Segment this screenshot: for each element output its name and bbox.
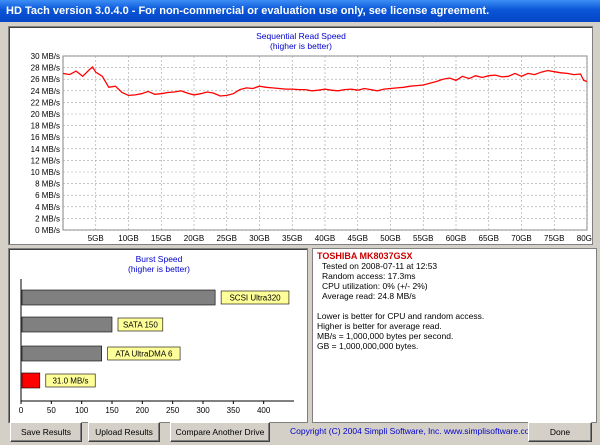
burst-x-tick-label: 100	[75, 406, 89, 415]
burst-x-tick-label: 350	[227, 406, 241, 415]
note-higher-better: Higher is better for average read.	[317, 321, 442, 331]
burst-x-tick-label: 400	[257, 406, 271, 415]
seq-x-tick-label: 30GB	[249, 234, 269, 243]
seq-x-tick-label: 15GB	[151, 234, 171, 243]
seq-x-tick-label: 35GB	[282, 234, 302, 243]
seq-x-tick-label: 10GB	[118, 234, 138, 243]
random-access-text: Random access: 17.3ms	[322, 271, 416, 281]
compare-drive-button[interactable]: Compare Another Drive	[170, 422, 270, 442]
seq-y-tick-label: 14 MB/s	[31, 145, 60, 154]
burst-chart-title: Burst Speed	[136, 254, 183, 264]
seq-x-tick-label: 75GB	[544, 234, 564, 243]
drive-model: TOSHIBA MK8037GSX	[317, 251, 413, 261]
save-results-button[interactable]: Save Results	[10, 422, 82, 442]
burst-label-box	[117, 317, 164, 332]
seq-y-tick-label: 22 MB/s	[31, 98, 60, 107]
burst-x-tick-label: 150	[105, 406, 119, 415]
note-gb-definition: GB = 1,000,000,000 bytes.	[317, 341, 419, 351]
seq-chart-title: Sequential Read Speed	[256, 31, 346, 41]
seq-y-tick-label: 8 MB/s	[35, 180, 60, 189]
seq-y-tick-label: 24 MB/s	[31, 87, 60, 96]
note-mbs-definition: MB/s = 1,000,000 bytes per second.	[317, 331, 454, 341]
done-button[interactable]: Done	[528, 422, 592, 442]
burst-x-tick-label: 0	[19, 406, 24, 415]
seq-y-tick-label: 30 MB/s	[31, 52, 60, 61]
burst-label-box	[107, 346, 181, 361]
seq-x-tick-label: 50GB	[380, 234, 400, 243]
average-read-text: Average read: 24.8 MB/s	[322, 291, 416, 301]
seq-x-tick-label: 25GB	[217, 234, 237, 243]
drive-info-panel: TOSHIBA MK8037GSX Tested on 2008-07-11 a…	[312, 248, 597, 423]
burst-reference-bar	[21, 289, 216, 306]
burst-x-tick-label: 50	[47, 406, 56, 415]
seq-x-tick-label: 65GB	[479, 234, 499, 243]
seq-y-tick-label: 26 MB/s	[31, 75, 60, 84]
seq-series-line	[62, 66, 588, 97]
burst-measured-bar	[21, 372, 41, 389]
seq-plot-frame	[62, 55, 588, 231]
seq-y-tick-label: 0 MB/s	[35, 226, 60, 235]
seq-x-tick-label: 5GB	[88, 234, 104, 243]
copyright-link[interactable]: Copyright (C) 2004 Simpli Software, Inc.…	[290, 426, 537, 436]
seq-y-tick-label: 2 MB/s	[35, 214, 60, 223]
burst-bar-label: SCSI Ultra320	[229, 294, 281, 303]
seq-y-tick-label: 16 MB/s	[31, 133, 60, 142]
burst-x-tick-label: 200	[136, 406, 150, 415]
burst-bar-label: SATA 150	[123, 321, 158, 330]
burst-x-tick-label: 300	[196, 406, 210, 415]
seq-y-tick-label: 28 MB/s	[31, 64, 60, 73]
seq-chart-subtitle: (higher is better)	[270, 41, 332, 51]
seq-x-tick-label: 40GB	[315, 234, 335, 243]
burst-label-box	[45, 373, 96, 388]
burst-chart-subtitle: (higher is better)	[128, 264, 190, 274]
burst-label-box	[220, 290, 290, 305]
seq-x-tick-label: 60GB	[446, 234, 466, 243]
tested-on-text: Tested on 2008-07-11 at 12:53	[322, 261, 438, 271]
cpu-utilization-text: CPU utilization: 0% (+/- 2%)	[322, 281, 428, 291]
seq-x-tick-label: 20GB	[184, 234, 204, 243]
seq-y-tick-label: 20 MB/s	[31, 110, 60, 119]
seq-x-tick-label: 45GB	[348, 234, 368, 243]
burst-bar-label: 31.0 MB/s	[52, 377, 88, 386]
burst-reference-bar	[21, 316, 113, 333]
seq-y-tick-label: 6 MB/s	[35, 191, 60, 200]
seq-y-tick-label: 4 MB/s	[35, 203, 60, 212]
note-lower-better: Lower is better for CPU and random acces…	[317, 311, 485, 321]
seq-y-tick-label: 10 MB/s	[31, 168, 60, 177]
burst-x-tick-label: 250	[166, 406, 180, 415]
sequential-read-panel: Sequential Read Speed (higher is better)…	[8, 26, 593, 245]
seq-y-tick-label: 18 MB/s	[31, 122, 60, 131]
burst-bar-label: ATA UltraDMA 6	[115, 350, 173, 359]
burst-speed-chart: Burst Speed (higher is better) 0 50 100 150…	[19, 254, 294, 415]
upload-results-button[interactable]: Upload Results	[88, 422, 160, 442]
window-title: HD Tach version 3.0.4.0 - For non-commer…	[0, 0, 600, 22]
seq-x-tick-label: 55GB	[413, 234, 433, 243]
sequential-read-chart: Sequential Read Speed (higher is better)…	[31, 31, 592, 243]
burst-speed-panel: Burst Speed (higher is better) 0 50 100 150…	[8, 248, 308, 423]
seq-y-tick-label: 12 MB/s	[31, 156, 60, 165]
burst-reference-bar	[21, 345, 102, 362]
seq-x-tick-label: 70GB	[511, 234, 531, 243]
